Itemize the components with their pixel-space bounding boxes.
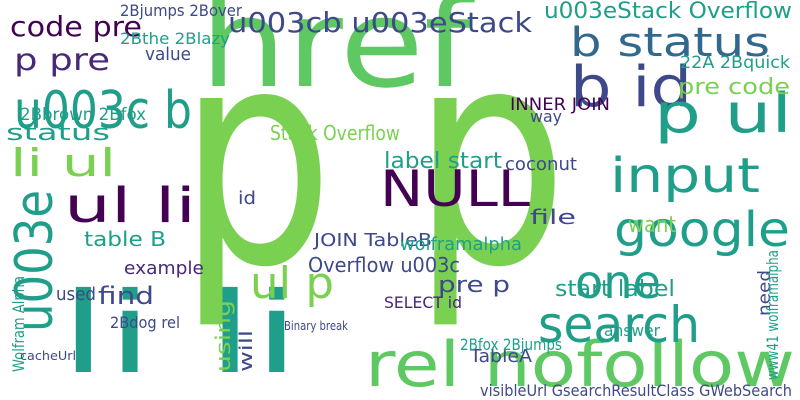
word: u003c b <box>14 81 192 141</box>
word: value <box>145 44 191 65</box>
word: example <box>124 258 204 279</box>
word: input <box>610 148 760 204</box>
word: find <box>98 282 154 310</box>
word: ul li <box>64 178 196 234</box>
word: start label <box>555 277 675 302</box>
word: li li <box>60 269 300 399</box>
word: visibleUrl GsearchResultClass GWebSearch <box>480 381 792 400</box>
word: Binary break <box>284 319 348 333</box>
word: way <box>530 107 562 126</box>
word: NULL <box>380 160 530 218</box>
word: pre p <box>438 273 510 298</box>
word: p pre <box>14 43 110 78</box>
word: INNER JOIN <box>510 95 610 115</box>
word: Stack Overflow <box>270 121 400 145</box>
word: Wolfram Alpha <box>9 276 28 372</box>
word: href <box>200 0 475 115</box>
word: Overflow u003c <box>308 253 460 277</box>
word: wolframalpha <box>400 234 522 255</box>
word: 2Bfox 2Bjumps <box>460 335 562 354</box>
word: ul p <box>250 258 334 309</box>
word: status <box>6 121 110 146</box>
word: answer <box>604 321 660 340</box>
word: search <box>538 296 700 354</box>
word: 22A 2Bquick <box>680 53 790 73</box>
word: TableA <box>469 346 533 367</box>
word: 2Bthe 2Blazy <box>120 29 230 48</box>
word: cacheUrl <box>20 349 76 363</box>
word: need <box>755 270 775 316</box>
word: 2Bbrown 2Bfox <box>20 105 146 125</box>
word: table B <box>84 227 166 251</box>
word: pre code <box>678 75 790 100</box>
word: using <box>211 300 235 372</box>
word: www41 wolframalpha <box>763 250 782 380</box>
word: JOIN TableB <box>313 230 432 251</box>
word: label start <box>384 149 502 174</box>
word: rel nofollow <box>365 328 795 400</box>
word: file <box>530 205 576 229</box>
word: one <box>575 255 661 309</box>
word: id <box>238 188 256 209</box>
word: b id <box>570 55 692 120</box>
word: google <box>614 202 790 258</box>
word: code pre <box>10 10 142 43</box>
word: b status <box>570 20 770 66</box>
word: want <box>628 213 676 238</box>
word: SELECT id <box>384 293 462 312</box>
word: 2Bdog rel <box>110 313 180 332</box>
word: p ul <box>654 82 792 145</box>
word: u003e <box>5 190 65 332</box>
word: u003cb u003eStack <box>228 6 533 39</box>
word: will <box>236 330 257 372</box>
word: p p <box>178 0 568 333</box>
word: u003eStack Overflow <box>544 0 792 24</box>
word: coconut <box>505 154 577 175</box>
word: 2Bjumps 2Bover <box>120 1 242 20</box>
word: used <box>56 284 96 305</box>
word: li ul <box>10 141 116 185</box>
